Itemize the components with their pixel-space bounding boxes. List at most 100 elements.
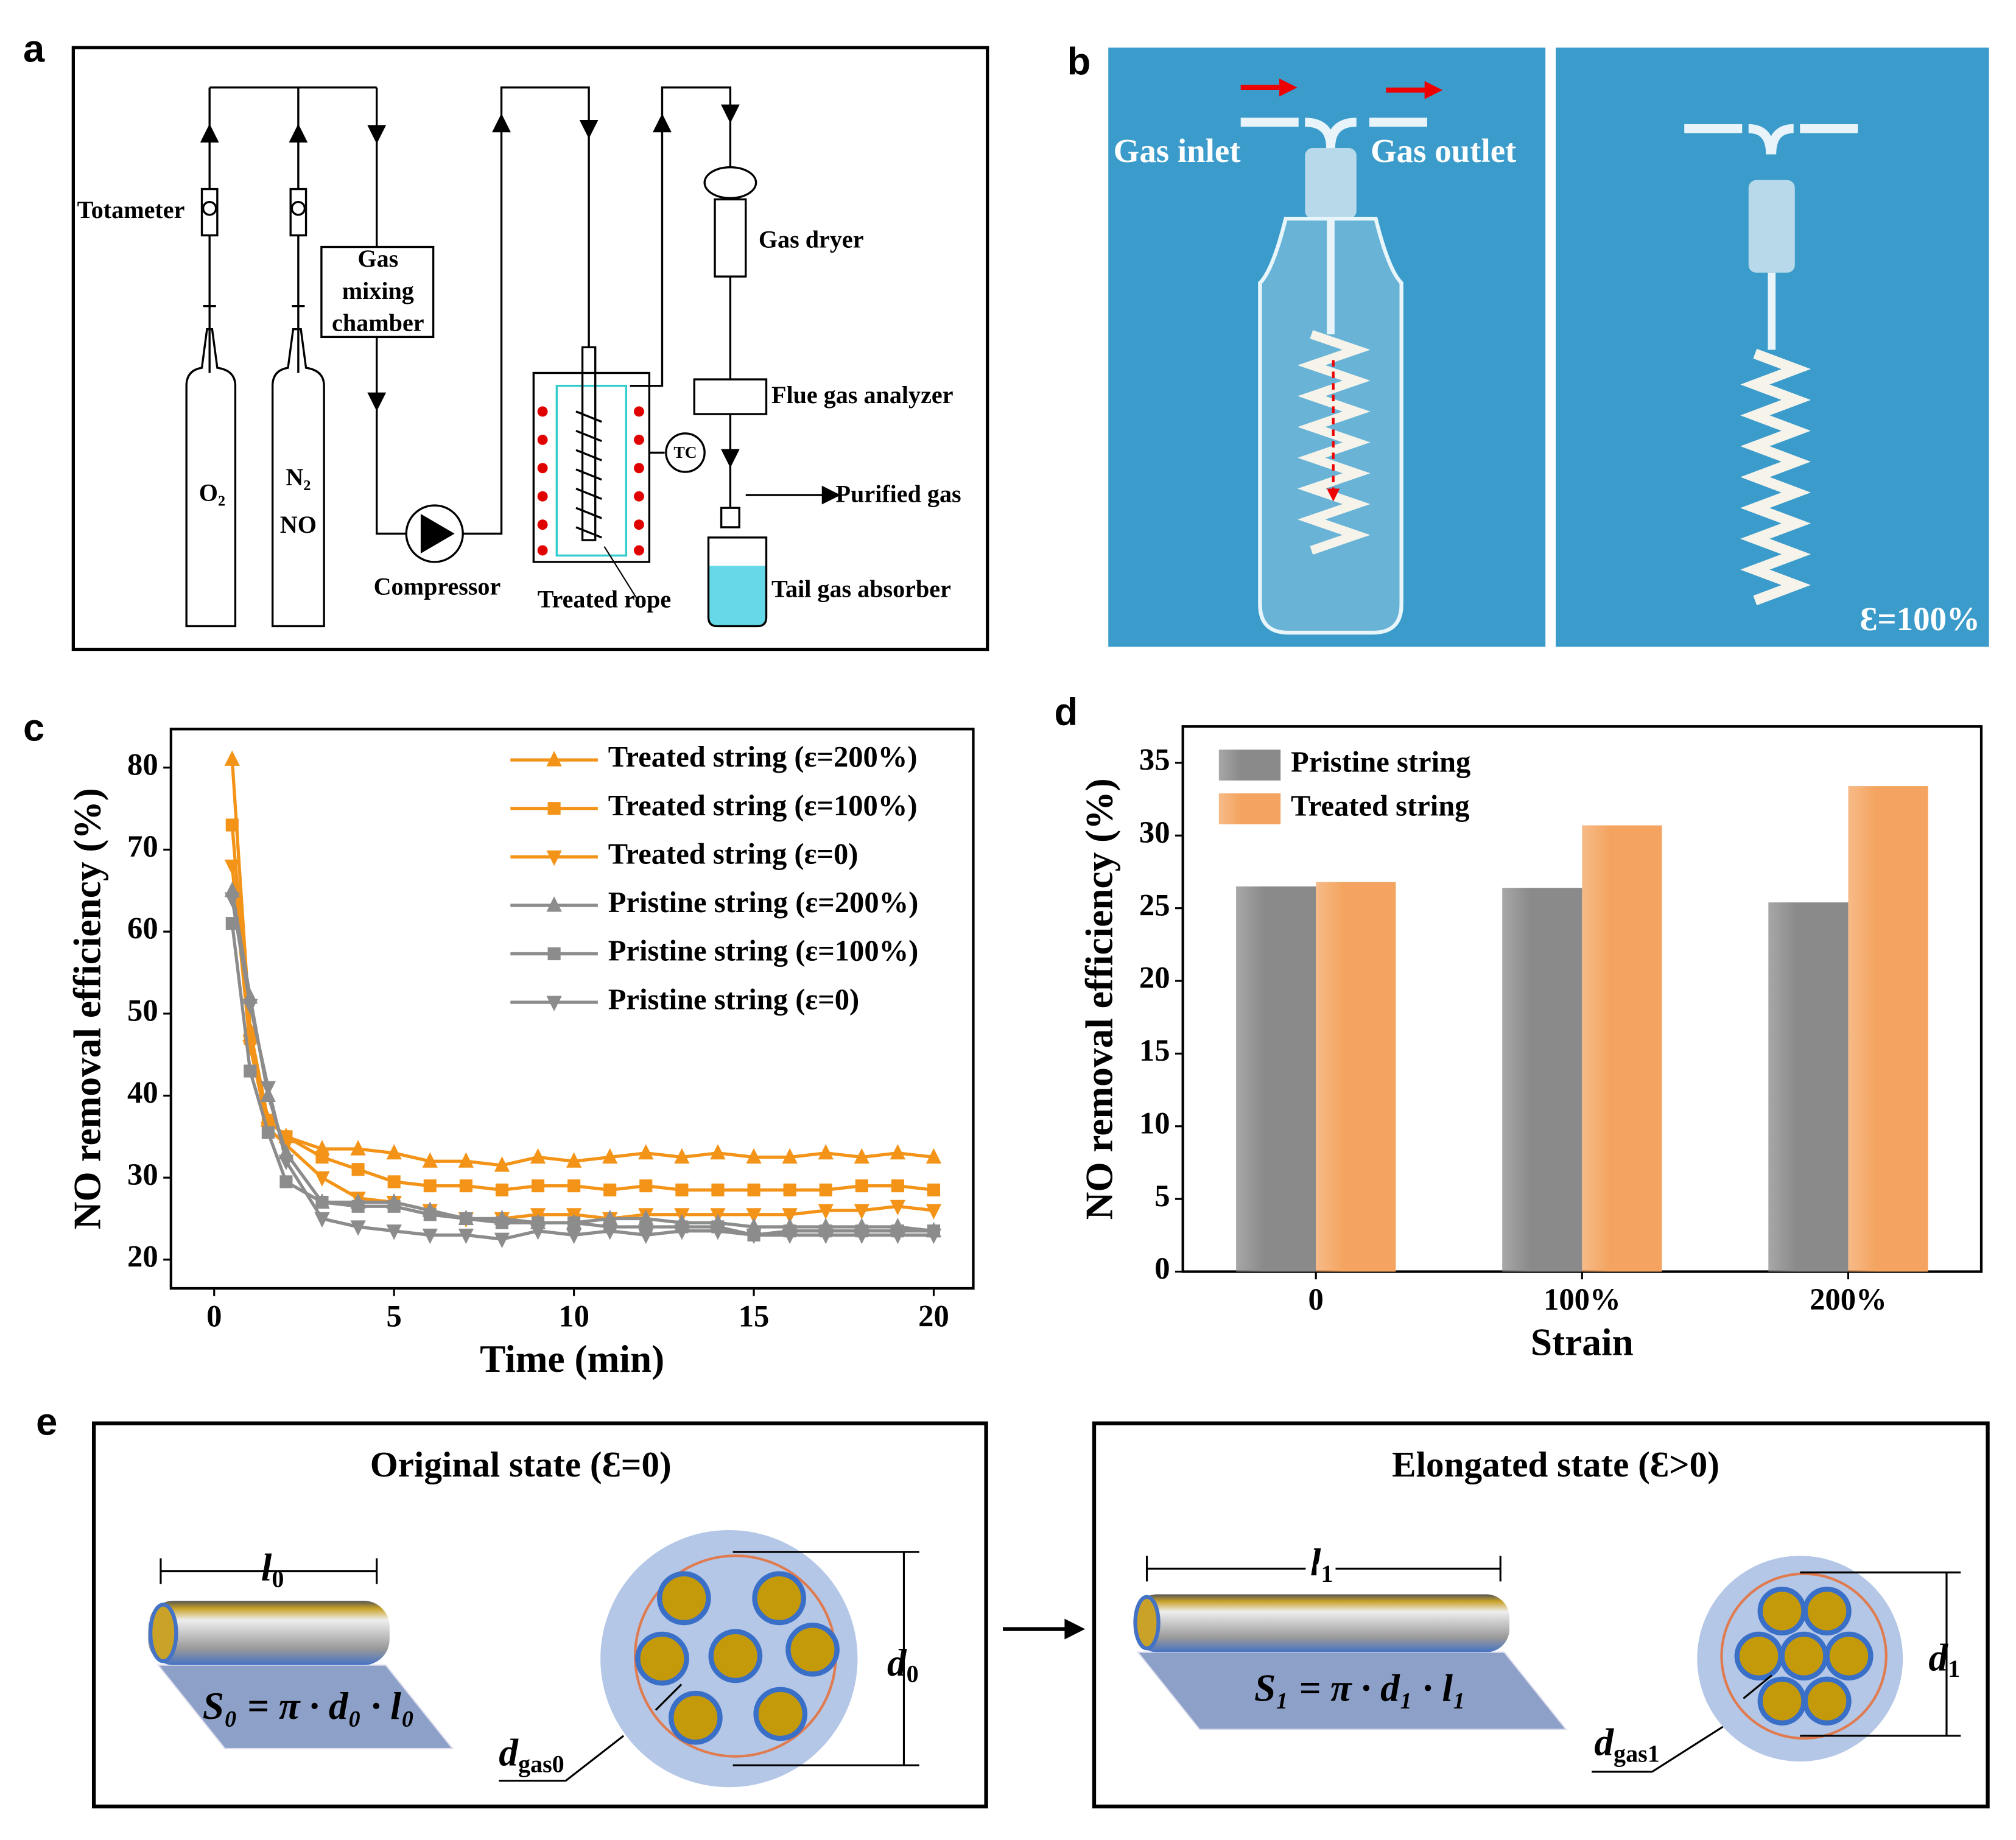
marker [746, 1208, 762, 1224]
symbol: d [1594, 1721, 1614, 1763]
label: N₂ [286, 463, 311, 491]
fiber [657, 1571, 711, 1626]
heater [634, 406, 644, 417]
y-axis-title: NO removal efficiency (%) [1078, 778, 1120, 1220]
frame [91, 1421, 988, 1809]
y-tick-label: 80 [127, 747, 158, 781]
legend-label: Pristine string (ε=100%) [608, 935, 919, 967]
fiber [753, 1687, 808, 1741]
marker [546, 751, 562, 767]
marker [638, 1228, 654, 1245]
marker [546, 850, 562, 866]
label: Gas dryer [759, 225, 864, 253]
marker [459, 1212, 472, 1226]
x-tick-label: 0 [1308, 1282, 1324, 1316]
marker [818, 1228, 834, 1245]
label: Gas inlet [1114, 132, 1242, 169]
arrowheads [200, 104, 841, 505]
tube-end [148, 1603, 178, 1663]
heater [634, 463, 644, 474]
symbol: d [887, 1641, 907, 1684]
rope [575, 346, 602, 541]
subscript: 1 [1948, 1655, 1960, 1682]
equation: S₀ = π · d₀ · l₀ [203, 1685, 415, 1727]
cylinder [185, 328, 237, 628]
marker [547, 802, 561, 815]
dimension [160, 1558, 378, 1584]
label: Ɛ=100% [1860, 600, 1979, 637]
marker [224, 892, 240, 908]
symbol: l [1310, 1541, 1321, 1584]
panel-label: d [1055, 691, 1078, 734]
bar [1502, 888, 1582, 1272]
label: Flue gas analyzer [771, 381, 954, 409]
label: Treated rope [538, 586, 671, 613]
marker [638, 1143, 654, 1160]
marker [603, 1183, 617, 1196]
fiber [669, 1690, 723, 1745]
x-axis-title: Time (min) [480, 1338, 664, 1380]
y-axis-title: NO removal efficiency (%) [66, 788, 108, 1229]
gas-diameter-label: dgas1 [1594, 1721, 1659, 1768]
marker [423, 1179, 437, 1193]
dimension [1145, 1556, 1501, 1582]
marker [278, 1154, 294, 1170]
line [230, 898, 934, 1241]
panel-a-text: Totameter Gas mixing chamber O₂ N₂ NO Co… [77, 196, 961, 613]
marker [925, 1228, 942, 1245]
label: NO [280, 511, 317, 538]
heater [537, 434, 548, 445]
y-tick-label: 0 [1154, 1251, 1170, 1285]
marker [546, 896, 562, 912]
label: chamber [332, 309, 424, 337]
plot-frame [169, 728, 975, 1290]
glass-tube [1240, 118, 1427, 149]
x-tick-label: 200% [1810, 1282, 1887, 1316]
dimension [499, 1551, 919, 1782]
stopper [1748, 180, 1795, 273]
marker [819, 1183, 832, 1196]
marker [531, 1179, 545, 1193]
x-axis-title: Strain [1531, 1321, 1634, 1364]
gas-dryer [714, 198, 747, 278]
bar [1848, 786, 1928, 1272]
state-title: Elongated state (Ɛ>0) [1392, 1444, 1719, 1484]
marker [458, 1152, 474, 1168]
length-label: l1 [1310, 1541, 1333, 1588]
marker [566, 1152, 582, 1168]
fiber [1734, 1631, 1783, 1681]
x-tick-label: 20 [918, 1299, 949, 1333]
arrowhead [1064, 1618, 1086, 1640]
marker [315, 1195, 329, 1209]
glass-tube [1684, 124, 1858, 155]
ring [1720, 1572, 1888, 1740]
frame [71, 46, 989, 651]
analyzer [693, 378, 768, 415]
panel-label: a [23, 27, 45, 70]
label: Totameter [77, 196, 185, 223]
marker [350, 1220, 366, 1236]
marker [459, 1179, 472, 1193]
y-tick-label: 70 [127, 829, 158, 863]
marker [746, 1228, 762, 1245]
panel-a [71, 46, 989, 651]
dryer-top [703, 166, 757, 200]
reactor [532, 371, 651, 563]
marker [890, 1228, 906, 1245]
marker [639, 1179, 653, 1193]
marker [854, 1228, 869, 1245]
marker [782, 1208, 798, 1224]
marker [260, 1081, 276, 1097]
marker [530, 1224, 546, 1240]
fiber [1824, 1631, 1874, 1681]
marker [891, 1179, 904, 1193]
marker [546, 995, 562, 1011]
legend-label: Treated string [1291, 789, 1470, 822]
marker [279, 1175, 293, 1189]
marker [890, 1143, 906, 1160]
symbol: d [499, 1731, 519, 1774]
leader [603, 546, 637, 599]
marker [224, 859, 240, 876]
float [290, 200, 306, 216]
